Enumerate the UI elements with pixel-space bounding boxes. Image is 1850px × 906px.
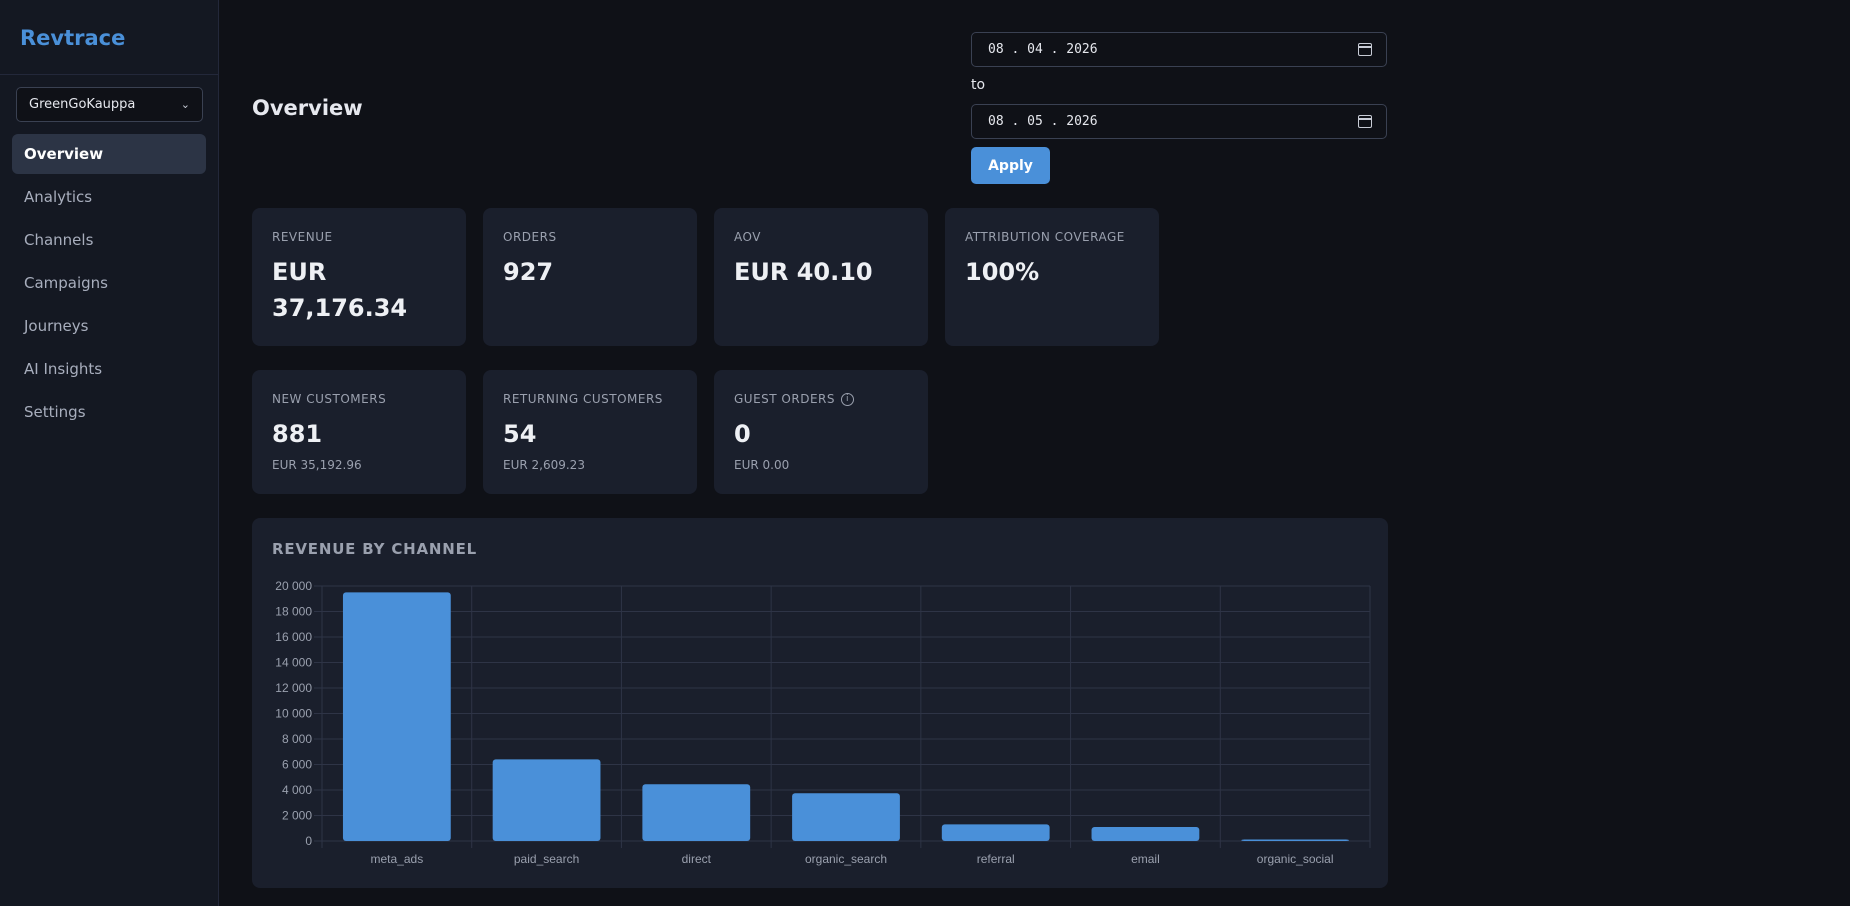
bar-referral[interactable]: [941, 824, 1050, 841]
x-tick-label: referral: [977, 852, 1015, 866]
x-tick-label: organic_social: [1257, 852, 1334, 866]
y-tick-label: 10 000: [275, 707, 312, 721]
bar-organic_search[interactable]: [792, 793, 900, 841]
sidebar-item-channels[interactable]: Channels: [24, 231, 94, 249]
kpi-card-aov: AOV EUR 40.10: [714, 208, 928, 346]
date-from-value: 08 . 04 . 2026: [988, 42, 1098, 57]
kpi-subvalue: EUR 0.00: [734, 458, 790, 472]
y-tick-label: 20 000: [275, 579, 312, 593]
kpi-label: NEW CUSTOMERS: [272, 392, 387, 406]
y-tick-label: 14 000: [275, 656, 312, 670]
kpi-label: AOV: [734, 230, 761, 244]
sidebar-item-campaigns[interactable]: Campaigns: [24, 274, 109, 292]
y-tick-label: 0: [305, 834, 312, 848]
date-from-input[interactable]: 08 . 04 . 2026: [971, 32, 1387, 67]
kpi-label: ORDERS: [503, 230, 557, 244]
kpi-card-revenue: REVENUE EUR 37,176.34: [252, 208, 466, 346]
kpi-value: 927: [503, 258, 554, 286]
bar-direct[interactable]: [642, 784, 751, 841]
y-tick-label: 12 000: [275, 681, 312, 695]
sidebar-nav: Overview Analytics Channels Campaigns Jo…: [0, 134, 218, 432]
x-tick-label: organic_search: [805, 852, 887, 866]
kpi-card-returning-customers: RETURNING CUSTOMERS 54 EUR 2,609.23: [483, 370, 697, 494]
date-to-value: 08 . 05 . 2026: [988, 114, 1098, 129]
calendar-icon[interactable]: [1358, 115, 1372, 128]
sidebar-item-ai-insights[interactable]: AI Insights: [24, 360, 103, 378]
sidebar: Revtrace GreenGoKauppa ⌄ Overview Analyt…: [0, 0, 219, 906]
x-tick-label: direct: [682, 852, 712, 866]
sidebar-item-analytics[interactable]: Analytics: [24, 188, 93, 206]
kpi-label: ATTRIBUTION COVERAGE: [965, 230, 1125, 244]
y-tick-label: 8 000: [282, 732, 312, 746]
kpi-subvalue: EUR 2,609.23: [503, 458, 585, 472]
bar-chart-svg: 0 2 000 4 000 6 000 8 000 10 000 12 000 14 000 1…: [275, 579, 1371, 866]
info-icon[interactable]: i: [841, 392, 854, 406]
kpi-value: EUR 40.10: [734, 258, 873, 286]
kpi-label: GUEST ORDERS: [734, 392, 835, 406]
main-content: Overview 08 . 04 . 2026 to 08 . 05 . 202…: [219, 0, 1850, 906]
kpi-label: RETURNING CUSTOMERS: [503, 392, 663, 406]
y-tick-label: 2 000: [282, 809, 312, 823]
kpi-label: REVENUE: [272, 230, 333, 244]
kpi-value: 100%: [965, 258, 1040, 286]
sidebar-item-settings[interactable]: Settings: [24, 403, 86, 421]
x-tick-label: email: [1131, 852, 1160, 866]
kpi-card-attribution-coverage: ATTRIBUTION COVERAGE 100%: [945, 208, 1159, 346]
kpi-value: 54: [503, 420, 537, 448]
kpi-value: EUR 37,176.34: [272, 258, 408, 322]
kpi-card-new-customers: NEW CUSTOMERS 881 EUR 35,192.96: [252, 370, 466, 494]
date-to-input[interactable]: 08 . 05 . 2026: [971, 104, 1387, 139]
bar-organic_social[interactable]: [1241, 839, 1350, 842]
page-title: Overview: [252, 96, 363, 120]
revenue-by-channel-chart: REVENUE BY CHANNEL 0 2 000 4 000 6 000 8 000…: [252, 518, 1388, 888]
x-tick-label: paid_search: [514, 852, 579, 866]
kpi-subvalue: EUR 35,192.96: [272, 458, 362, 472]
y-tick-label: 6 000: [282, 758, 312, 772]
y-tick-label: 16 000: [275, 630, 312, 644]
sidebar-item-overview[interactable]: Overview: [12, 134, 206, 174]
bar-email[interactable]: [1091, 826, 1200, 841]
bar-meta_ads[interactable]: [342, 592, 451, 841]
apply-button[interactable]: Apply: [971, 147, 1050, 184]
store-selector[interactable]: GreenGoKauppa ⌄: [16, 87, 203, 122]
kpi-label-row: GUEST ORDERS i: [734, 392, 908, 406]
x-tick-label: meta_ads: [371, 852, 424, 866]
date-range-to-label: to: [971, 77, 986, 93]
chevron-down-icon: ⌄: [180, 98, 190, 111]
y-tick-label: 4 000: [282, 783, 312, 797]
sidebar-item-journeys[interactable]: Journeys: [24, 317, 89, 335]
chart-title: REVENUE BY CHANNEL: [272, 540, 478, 558]
brand-logo[interactable]: Revtrace: [0, 0, 218, 75]
calendar-icon[interactable]: [1358, 43, 1372, 56]
y-tick-label: 18 000: [275, 605, 312, 619]
kpi-card-orders: ORDERS 927: [483, 208, 697, 346]
kpi-value: 0: [734, 420, 751, 448]
kpi-value: 881: [272, 420, 323, 448]
store-selector-value: GreenGoKauppa: [29, 97, 136, 112]
kpi-card-guest-orders: GUEST ORDERS i 0 EUR 0.00: [714, 370, 928, 494]
bar-paid_search[interactable]: [492, 759, 601, 841]
